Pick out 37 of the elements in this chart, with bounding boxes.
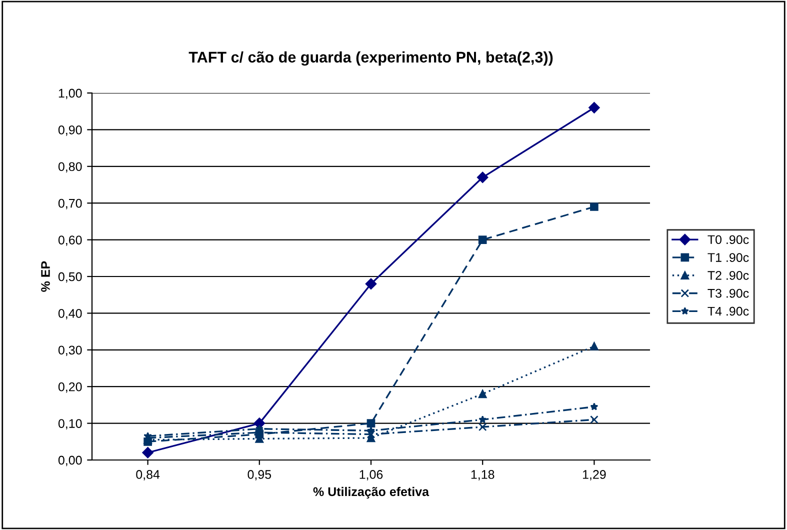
y-tick-label: 1,00 xyxy=(58,88,82,100)
point xyxy=(476,172,488,184)
chart-title: TAFT c/ cão de guarda (experimento PN, beta(2,3)) xyxy=(188,51,553,66)
point xyxy=(478,390,487,398)
x-tick-label: 0,84 xyxy=(136,470,160,480)
point xyxy=(590,342,598,350)
point xyxy=(478,415,487,424)
y-axis-title: % EP xyxy=(41,261,50,292)
point xyxy=(366,419,376,428)
legend-label: T0 .90c xyxy=(708,235,749,244)
x-tick-label: 1,29 xyxy=(582,470,606,480)
y-tick-label: 0,00 xyxy=(58,456,82,466)
y-tick-label: 0,80 xyxy=(58,162,82,173)
y-tick-label: 0,90 xyxy=(58,126,82,136)
y-tick-label: 0,30 xyxy=(58,346,82,356)
point xyxy=(588,102,600,114)
point xyxy=(142,447,154,458)
x-tick-label: 0,95 xyxy=(248,470,272,480)
point xyxy=(590,415,598,424)
point xyxy=(590,202,598,211)
y-tick-label: 0,40 xyxy=(58,309,82,320)
x-tick-label: 1,18 xyxy=(471,470,494,480)
legend-label: T3 .90c xyxy=(708,288,749,298)
point xyxy=(590,402,598,410)
y-tick-label: 0,70 xyxy=(58,198,82,210)
x-tick-label: 1,06 xyxy=(360,470,383,480)
x-axis-title: % Utilização efetiva xyxy=(313,486,430,499)
point xyxy=(365,278,377,290)
y-tick-label: 0,50 xyxy=(58,272,82,283)
point xyxy=(478,236,487,244)
y-tick-label: 0,10 xyxy=(58,419,82,430)
point xyxy=(478,422,487,432)
y-tick-label: 0,20 xyxy=(58,382,82,393)
legend-label: T1 .90c xyxy=(708,253,749,262)
legend-label: T2 .90c xyxy=(708,271,749,280)
y-tick-label: 0,60 xyxy=(58,236,82,246)
legend-label: T4 .90c xyxy=(708,306,749,316)
